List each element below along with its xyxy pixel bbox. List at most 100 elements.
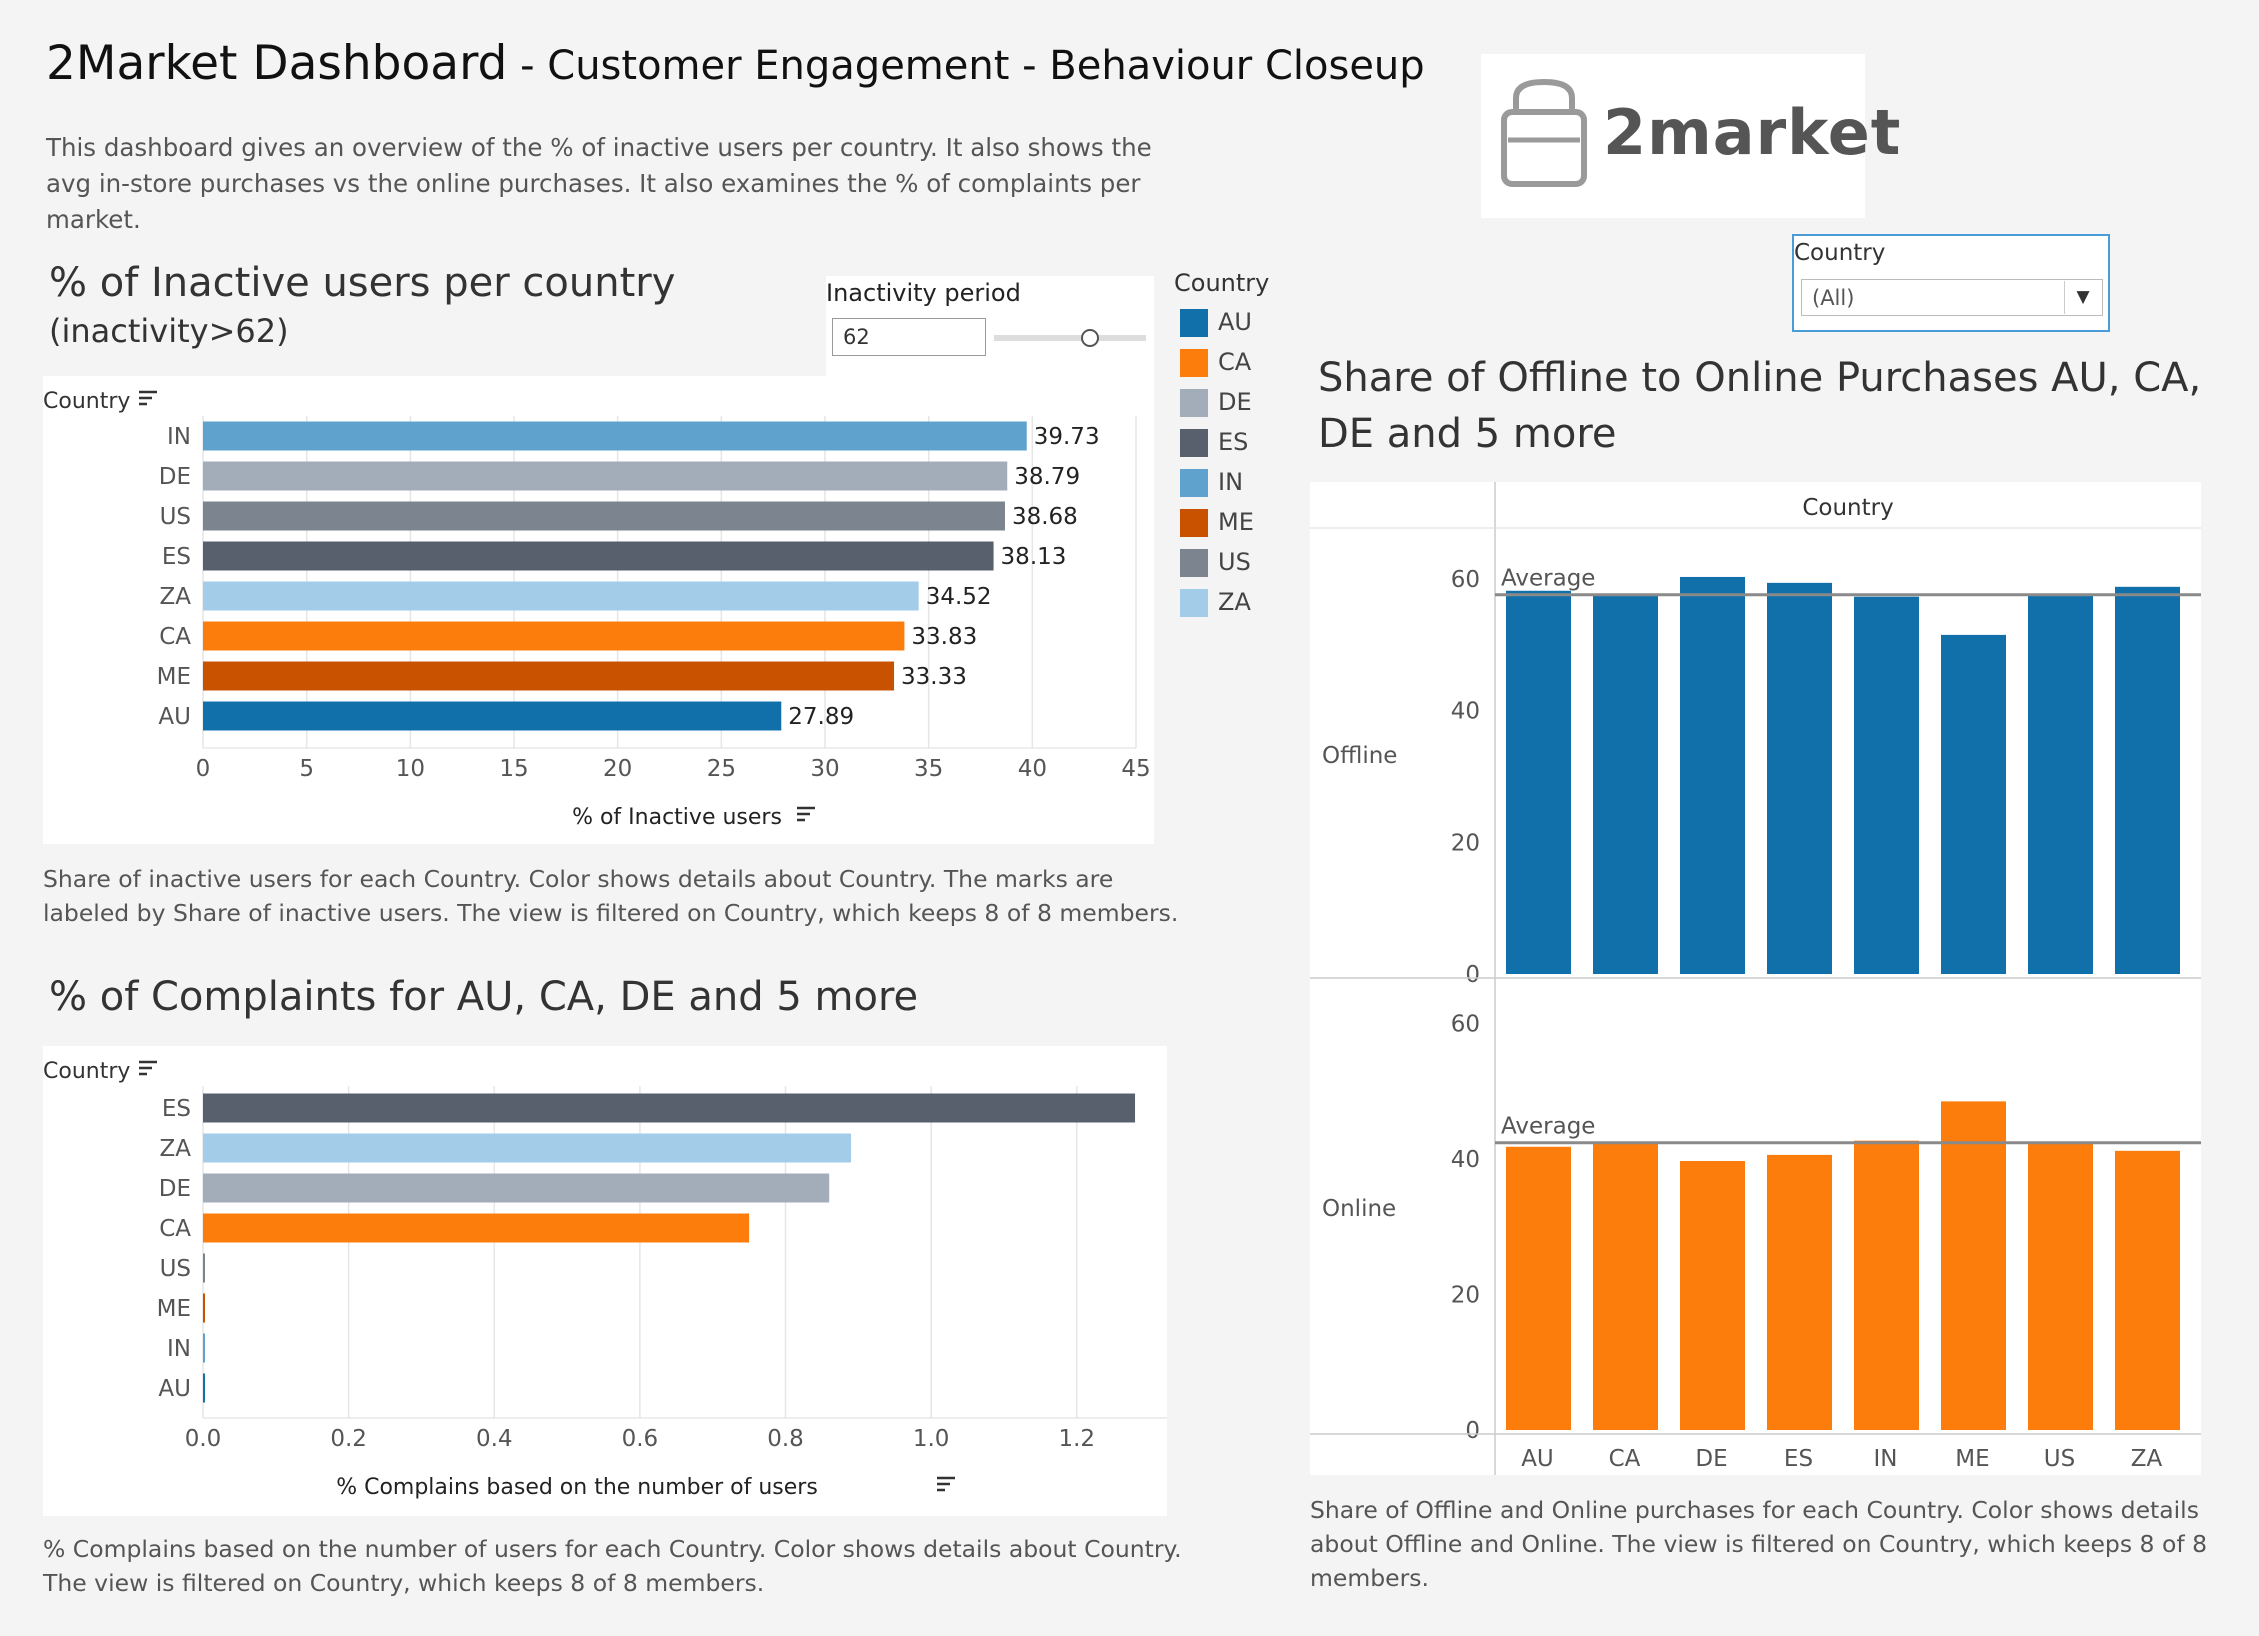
legend-swatch-au[interactable] (1180, 309, 1208, 337)
y-tick-label: ZA (160, 584, 192, 610)
bar-es (203, 1093, 1136, 1123)
bar-us (203, 1253, 205, 1283)
dashboard-title: 2Market Dashboard - Customer Engagement … (46, 36, 1425, 91)
complaints-chart-panel (43, 1046, 1167, 1516)
legend-swatch-za[interactable] (1180, 589, 1208, 617)
chevron-down-icon[interactable]: ▼ (2064, 281, 2101, 314)
data-label-au: 27.89 (788, 704, 854, 730)
logo-text: 2market (1603, 96, 1902, 169)
legend-swatch-me[interactable] (1180, 509, 1208, 537)
complaints-chart-title: % of Complaints for AU, CA, DE and 5 mor… (49, 974, 919, 1020)
y-tick-label: ZA (160, 1136, 192, 1162)
x-axis-title: % Complains based on the number of users (336, 1475, 818, 1500)
dashboard-title-main: 2Market Dashboard (46, 36, 508, 91)
shopping-bag-icon (1501, 78, 1587, 187)
x-tick-label: 0.2 (330, 1426, 367, 1452)
legend-swatch-us[interactable] (1180, 549, 1208, 577)
inactivity-input[interactable]: 62 (832, 318, 986, 356)
x-tick-label: 10 (396, 756, 425, 782)
x-tick-label: 5 (299, 756, 314, 782)
x-tick-label: 0.6 (622, 1426, 659, 1452)
bar-online-za (2115, 1150, 2180, 1430)
x-tick-label: AU (1521, 1446, 1554, 1472)
average-label-offline: Average (1501, 566, 1595, 592)
x-tick-label: 0.0 (185, 1426, 222, 1452)
inactivity-slider[interactable] (990, 322, 1150, 354)
data-label-in: 39.73 (1034, 424, 1100, 450)
x-tick-label: DE (1695, 1446, 1727, 1472)
bar-es (203, 541, 994, 571)
bar-za (203, 581, 919, 611)
data-label-za: 34.52 (926, 584, 992, 610)
legend-label-in: IN (1218, 468, 1244, 496)
bar-in (203, 421, 1027, 451)
x-tick-label: CA (1609, 1446, 1641, 1472)
data-label-ca: 33.83 (911, 624, 977, 650)
bar-me (203, 1293, 205, 1323)
bar-online-us (2028, 1143, 2093, 1430)
dashboard-title-sub: - Customer Engagement - Behaviour Closeu… (507, 43, 1425, 89)
bar-online-au (1506, 1146, 1571, 1430)
y-tick-label: 20 (1451, 1282, 1480, 1308)
bar-ca (203, 621, 905, 651)
x-tick-label: ES (1784, 1446, 1813, 1472)
bar-za (203, 1133, 852, 1163)
bar-au (203, 1373, 205, 1403)
bar-au (203, 701, 782, 731)
country-select[interactable] (1801, 279, 2103, 316)
legend-swatch-es[interactable] (1180, 429, 1208, 457)
y-tick-label: 0 (1465, 1418, 1480, 1444)
x-tick-label: 1.2 (1058, 1426, 1095, 1452)
x-tick-label: ZA (2131, 1446, 2163, 1472)
bar-online-in (1854, 1140, 1919, 1430)
legend-swatch-ca[interactable] (1180, 349, 1208, 377)
x-tick-label: 1.0 (913, 1426, 950, 1452)
y-tick-label: CA (159, 624, 191, 650)
bar-online-es (1767, 1154, 1832, 1430)
x-tick-label: 30 (810, 756, 839, 782)
legend-swatch-de[interactable] (1180, 389, 1208, 417)
x-tick-label: 35 (914, 756, 943, 782)
bar-online-me (1941, 1101, 2006, 1430)
y-tick-label: 60 (1451, 567, 1480, 593)
row-label-offline: Offline (1322, 743, 1397, 769)
x-tick-label: 0.4 (476, 1426, 513, 1452)
legend-label-de: DE (1218, 388, 1252, 416)
bar-offline-me (1941, 634, 2006, 974)
y-tick-label: CA (159, 1216, 191, 1242)
y-tick-label: ME (157, 1296, 191, 1322)
y-tick-label: IN (167, 424, 191, 450)
y-axis-title: Country (43, 1059, 130, 1084)
bar-online-de (1680, 1160, 1745, 1430)
purchases-chart-title-line2: DE and 5 more (1318, 411, 1617, 457)
inactive-users-chart: Country 0 5 10 15 20 25 30 35 40 45 IN 39.73 DE 38.79 U… (43, 389, 1151, 830)
y-tick-label: 40 (1451, 1147, 1480, 1173)
bar-us (203, 501, 1005, 531)
sort-icon (139, 390, 157, 406)
sort-icon (139, 1060, 157, 1076)
x-tick-label: 0 (196, 756, 211, 782)
y-tick-label: 60 (1451, 1011, 1480, 1037)
complaints-chart: Country 0.0 0.2 0.4 0.6 0.8 1.0 1.2 ES ZA DE CA US ME… (43, 1059, 1167, 1500)
bar-offline-es (1767, 582, 1832, 974)
y-tick-label: 0 (1465, 962, 1480, 988)
inactive-chart-title: % of Inactive users per country (49, 260, 676, 306)
bar-offline-ca (1593, 594, 1658, 974)
y-tick-label: US (160, 1256, 191, 1282)
dashboard-description: This dashboard gives an overview of the … (46, 133, 1152, 234)
bar-me (203, 661, 895, 691)
inactivity-filter-label: Inactivity period (826, 279, 1021, 307)
bar-in (203, 1333, 205, 1363)
slider-handle[interactable] (1081, 329, 1099, 347)
legend-label-me: ME (1218, 508, 1254, 536)
x-tick-label: 0.8 (767, 1426, 804, 1452)
legend-label-ca: CA (1218, 348, 1252, 376)
legend-label-us: US (1218, 548, 1251, 576)
legend-label-au: AU (1218, 308, 1252, 336)
legend-label-za: ZA (1218, 588, 1251, 616)
legend-swatch-in[interactable] (1180, 469, 1208, 497)
y-tick-label: ES (162, 544, 191, 570)
inactive-chart-caption: Share of inactive users for each Country… (43, 865, 1179, 927)
y-axis-title: Country (43, 389, 130, 414)
country-filter-label: Country (1794, 240, 1886, 266)
